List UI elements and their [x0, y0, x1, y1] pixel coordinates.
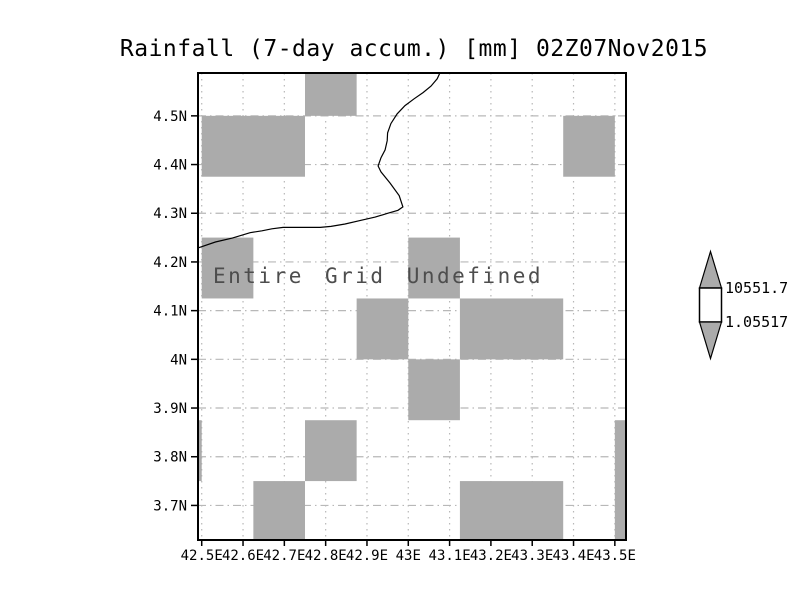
x-tick-label: 42.6E — [222, 548, 264, 564]
colorbar: 10551.7 1.05517 — [698, 249, 788, 361]
x-tick-label: 43.5E — [594, 548, 636, 564]
y-tick-label: 4.2N — [153, 255, 187, 271]
undefined-cell — [408, 359, 460, 421]
x-tick-label: 42.5E — [181, 548, 223, 564]
y-tick-label: 3.8N — [153, 450, 187, 466]
x-tick-label: 43E — [396, 548, 421, 564]
undefined-cell — [201, 115, 305, 177]
x-tick-label: 42.7E — [263, 548, 305, 564]
undefined-cell — [198, 420, 202, 482]
y-tick-label: 4.3N — [153, 206, 187, 222]
undefined-cell — [356, 298, 409, 360]
colorbar-min-label: 1.05517 — [725, 313, 788, 331]
undefined-cell — [459, 298, 564, 360]
y-tick-label: 4.4N — [153, 158, 187, 174]
undefined-cell — [305, 73, 357, 116]
undefined-cell — [201, 237, 254, 299]
y-tick-label: 4N — [170, 352, 187, 368]
colorbar-max-label: 10551.7 — [725, 279, 788, 297]
grid-undefined-annotation: Entire Grid Undefined — [213, 264, 544, 288]
x-tick-label: 43.1E — [429, 548, 471, 564]
x-tick-label: 43.2E — [470, 548, 512, 564]
y-tick-label: 3.7N — [153, 498, 187, 514]
plot-title: Rainfall (7-day accum.) [mm] 02Z07Nov201… — [119, 36, 709, 62]
undefined-cell — [305, 420, 357, 482]
x-tick-label: 43.3E — [511, 548, 553, 564]
x-tick-label: 43.4E — [552, 548, 594, 564]
x-tick-label: 42.8E — [305, 548, 347, 564]
undefined-cell — [563, 115, 615, 177]
coastline-path — [198, 73, 441, 249]
y-tick-label: 3.9N — [153, 401, 187, 417]
coastline — [198, 73, 441, 249]
undefined-cell — [408, 237, 460, 299]
x-tick-label: 42.9E — [346, 548, 388, 564]
undefined-cell — [614, 420, 626, 540]
y-tick-label: 4.5N — [153, 109, 187, 125]
colorbar-lower-arrow — [698, 321, 723, 361]
undefined-cells — [198, 73, 626, 540]
colorbar-box — [698, 287, 723, 323]
undefined-cell — [253, 481, 305, 540]
undefined-cell — [459, 481, 564, 540]
plot-frame — [197, 72, 627, 541]
y-tick-label: 4.1N — [153, 304, 187, 320]
axis-ticks: 42.5E 42.6E 42.7E 42.8E 42.9E 43E 43.1E 43.2E 43… — [153, 109, 636, 564]
colorbar-upper-arrow — [698, 249, 723, 289]
